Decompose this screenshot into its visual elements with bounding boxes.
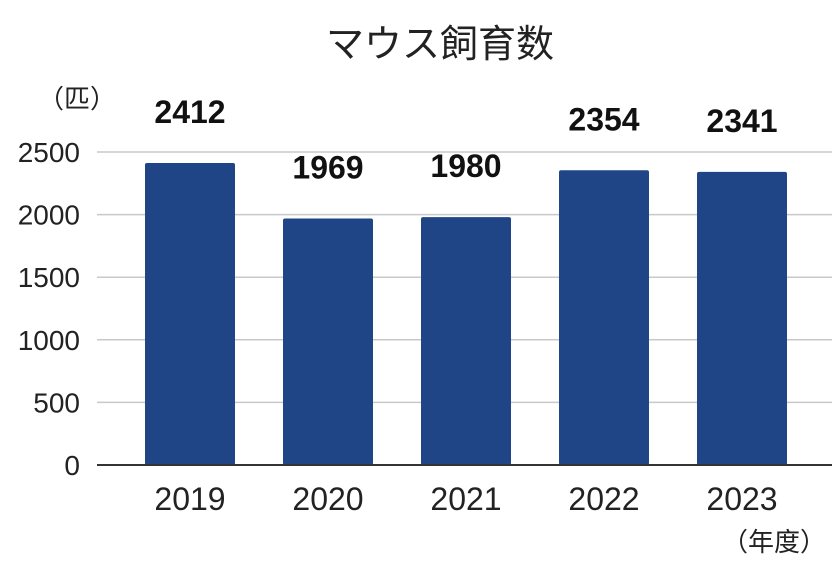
x-axis-unit: （年度） [722, 527, 826, 557]
data-label: 1969 [292, 149, 363, 185]
x-tick-label: 2023 [706, 481, 777, 517]
y-tick-label: 2000 [18, 200, 80, 231]
bars [145, 163, 787, 466]
x-tick-label: 2020 [292, 481, 363, 517]
data-labels: 2412 1969 1980 2354 2341 [154, 94, 777, 185]
bar [697, 171, 787, 465]
y-tick-label: 1000 [18, 325, 80, 356]
x-tick-label: 2019 [154, 481, 225, 517]
x-tick-labels: 2019 2020 2021 2022 2023 [154, 481, 777, 517]
bar [283, 218, 373, 465]
y-tick-label: 0 [64, 450, 80, 481]
bar [421, 217, 511, 465]
y-tick-labels: 0 500 1000 1500 2000 2500 [18, 137, 80, 481]
chart-title: マウス飼育数 [326, 24, 554, 66]
data-label: 1980 [430, 148, 501, 184]
data-label: 2354 [568, 101, 639, 137]
y-tick-label: 500 [33, 387, 80, 418]
data-label: 2341 [706, 103, 777, 139]
data-label: 2412 [154, 94, 225, 130]
bar [145, 163, 235, 466]
y-axis-unit: （匹） [38, 84, 116, 114]
y-tick-label: 1500 [18, 262, 80, 293]
x-tick-label: 2022 [568, 481, 639, 517]
y-tick-label: 2500 [18, 137, 80, 168]
bar [559, 170, 649, 465]
x-tick-label: 2021 [430, 481, 501, 517]
